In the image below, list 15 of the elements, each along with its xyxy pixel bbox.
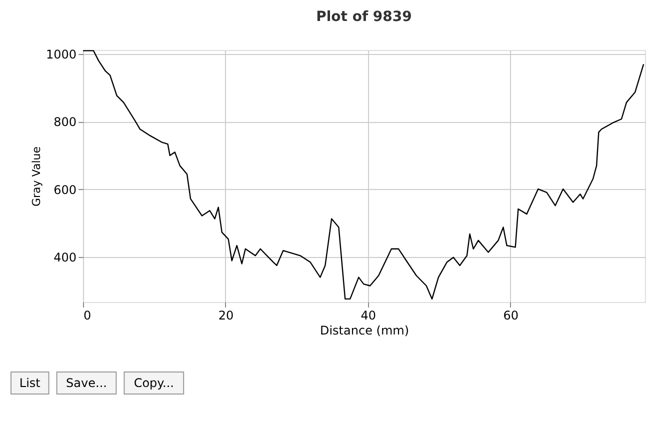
chart-title: Plot of 9839	[316, 9, 412, 26]
y-tick-label: 400	[54, 250, 76, 265]
x-tick-label: 60	[503, 308, 519, 322]
y-tick-label: 1000	[46, 48, 76, 62]
line-series	[83, 50, 644, 300]
x-tick-label: 40	[360, 308, 376, 322]
y-axis-title: Gray Value	[30, 146, 43, 207]
text: Save...	[66, 376, 107, 390]
y-tick-label: 600	[54, 182, 76, 197]
text: Copy...	[134, 376, 174, 390]
x-axis-title: Distance (mm)	[320, 324, 410, 338]
x-tick-label: 0	[84, 308, 92, 322]
x-tick-label: 20	[218, 308, 234, 322]
text: List	[19, 376, 41, 390]
y-tick-label: 800	[54, 115, 76, 130]
